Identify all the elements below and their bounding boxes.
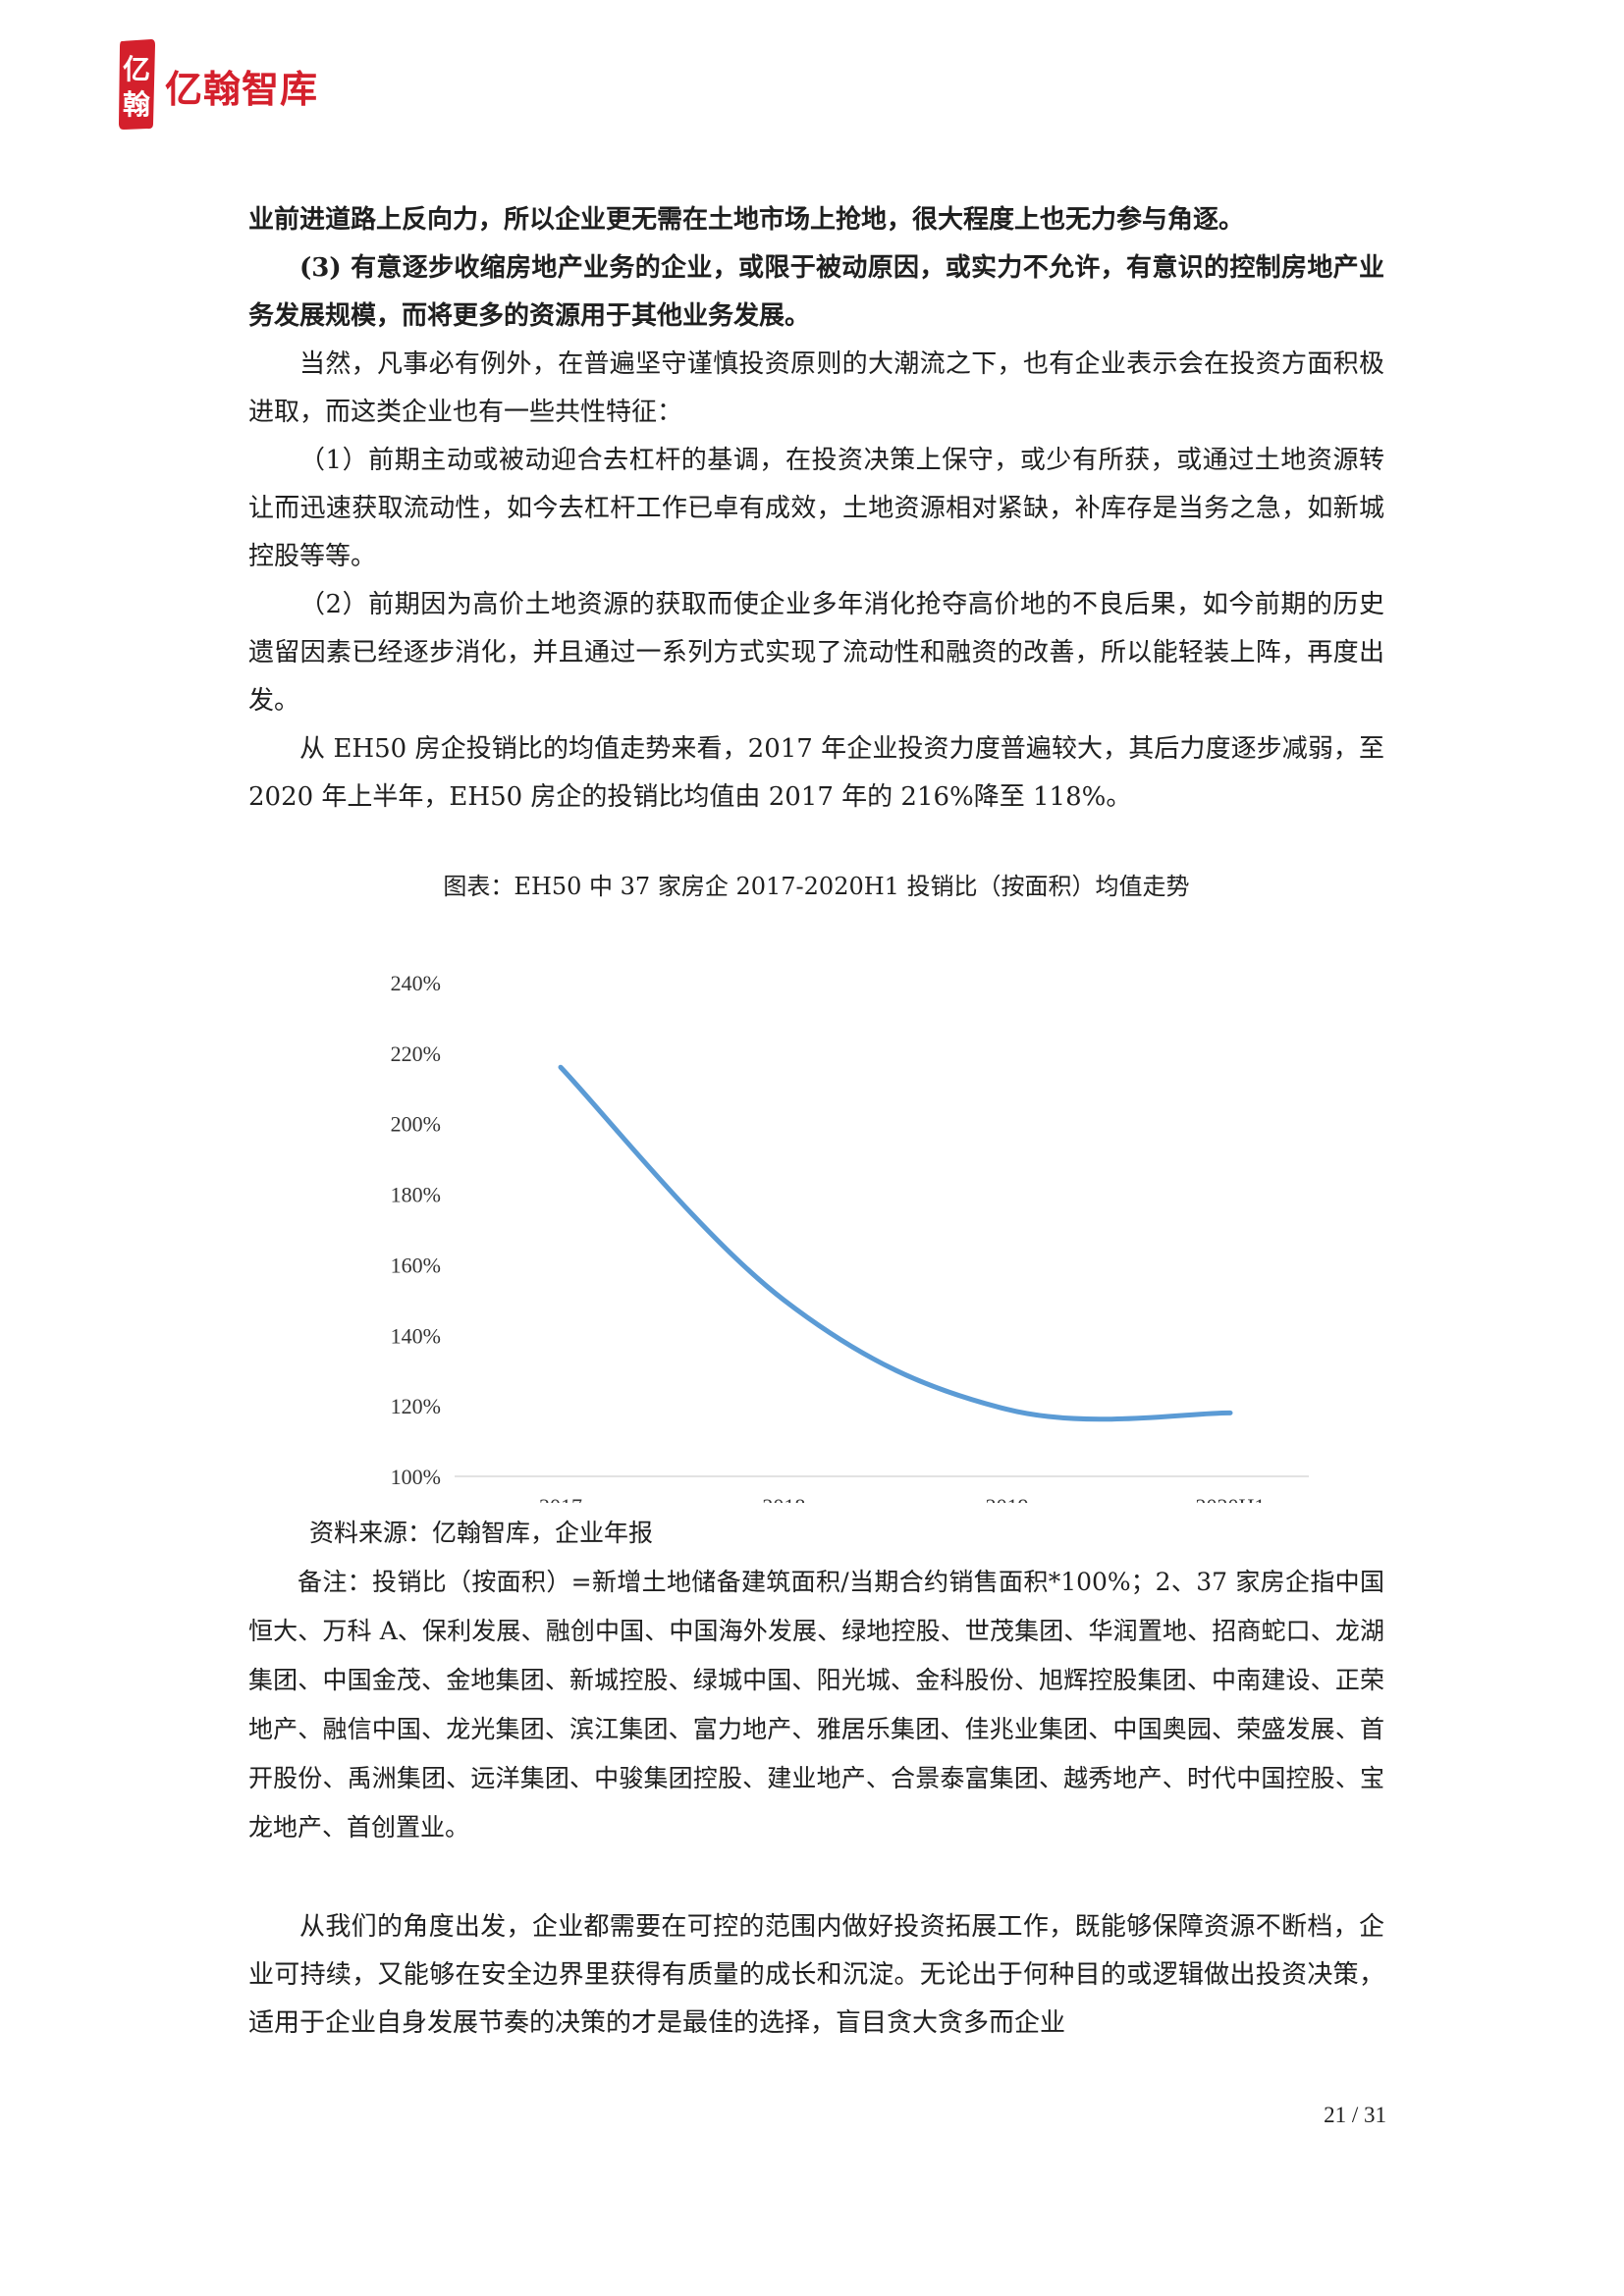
paragraph-7: 从我们的角度出发，企业都需要在可控的范围内做好投资拓展工作，既能够保障资源不断档… <box>248 1912 1384 2038</box>
paragraph-2: (3) 有意逐步收缩房地产业务的企业，或限于被动原因，或实力不允许，有意识的控制… <box>248 253 1384 331</box>
chart-remark-note: 备注：投销比（按面积）=新增土地储备建筑面积/当期合约销售面积*100%；2、3… <box>248 1568 1384 1842</box>
y-axis-ticks: 240% 220% 200% 180% 160% 140% 120% 100% <box>391 971 441 1489</box>
series-line-avg-ratio <box>558 1064 1233 1422</box>
y-tick-label: 140% <box>391 1323 441 1348</box>
paragraph-3: 当然，凡事必有例外，在普遍坚守谨慎投资原则的大潮流之下，也有企业表示会在投资方面… <box>248 349 1384 427</box>
line-chart: 240%220%200%180%160%140%120%100% 2017201… <box>248 914 1384 1503</box>
chart-source-note: 资料来源：亿翰智库，企业年报 <box>309 1519 654 1547</box>
x-tick-label: 2018 <box>762 1494 805 1503</box>
paragraph-6: 从 EH50 房企投销比的均值走势来看，2017 年企业投资力度普遍较大，其后力… <box>248 734 1384 812</box>
paragraph-4: （1）前期主动或被动迎合去杠杆的基调，在投资决策上保守，或少有所获，或通过土地资… <box>248 446 1384 571</box>
svg-text:亿: 亿 <box>123 53 150 85</box>
paragraph-1: 业前进道路上反向力，所以企业更无需在土地市场上抢地，很大程度上也无力参与角逐。 <box>248 205 1245 235</box>
chart-caption: 图表：EH50 中 37 家房企 2017-2020H1 投销比（按面积）均值走… <box>443 873 1190 900</box>
y-tick-label: 120% <box>391 1394 441 1418</box>
y-tick-label: 180% <box>391 1183 441 1207</box>
brand-logo-text: 亿翰智库 <box>165 68 319 111</box>
chart-canvas: 240%220%200%180%160%140%120%100% 2017201… <box>391 971 1309 1503</box>
y-tick-label: 240% <box>391 971 441 995</box>
x-axis-ticks: 2017 2018 2019 2020H1 <box>539 1494 1265 1503</box>
y-tick-label: 220% <box>391 1041 441 1066</box>
x-tick-label: 2020H1 <box>1196 1494 1266 1503</box>
x-tick-label: 2019 <box>986 1494 1029 1503</box>
page-content: 业前进道路上反向力，所以企业更无需在土地市场上抢地，很大程度上也无力参与角逐。 … <box>248 196 1384 2048</box>
y-tick-label: 200% <box>391 1112 441 1137</box>
brand-seal-icon: 亿 翰 <box>119 39 155 130</box>
x-tick-label: 2017 <box>539 1494 582 1503</box>
page-number: 21 / 31 <box>1324 2103 1386 2127</box>
svg-text:翰: 翰 <box>123 88 150 121</box>
paragraph-5: （2）前期因为高价土地资源的获取而使企业多年消化抢夺高价地的不良后果，如今前期的… <box>248 590 1384 716</box>
y-tick-label: 100% <box>391 1465 441 1489</box>
y-tick-label: 160% <box>391 1253 441 1277</box>
